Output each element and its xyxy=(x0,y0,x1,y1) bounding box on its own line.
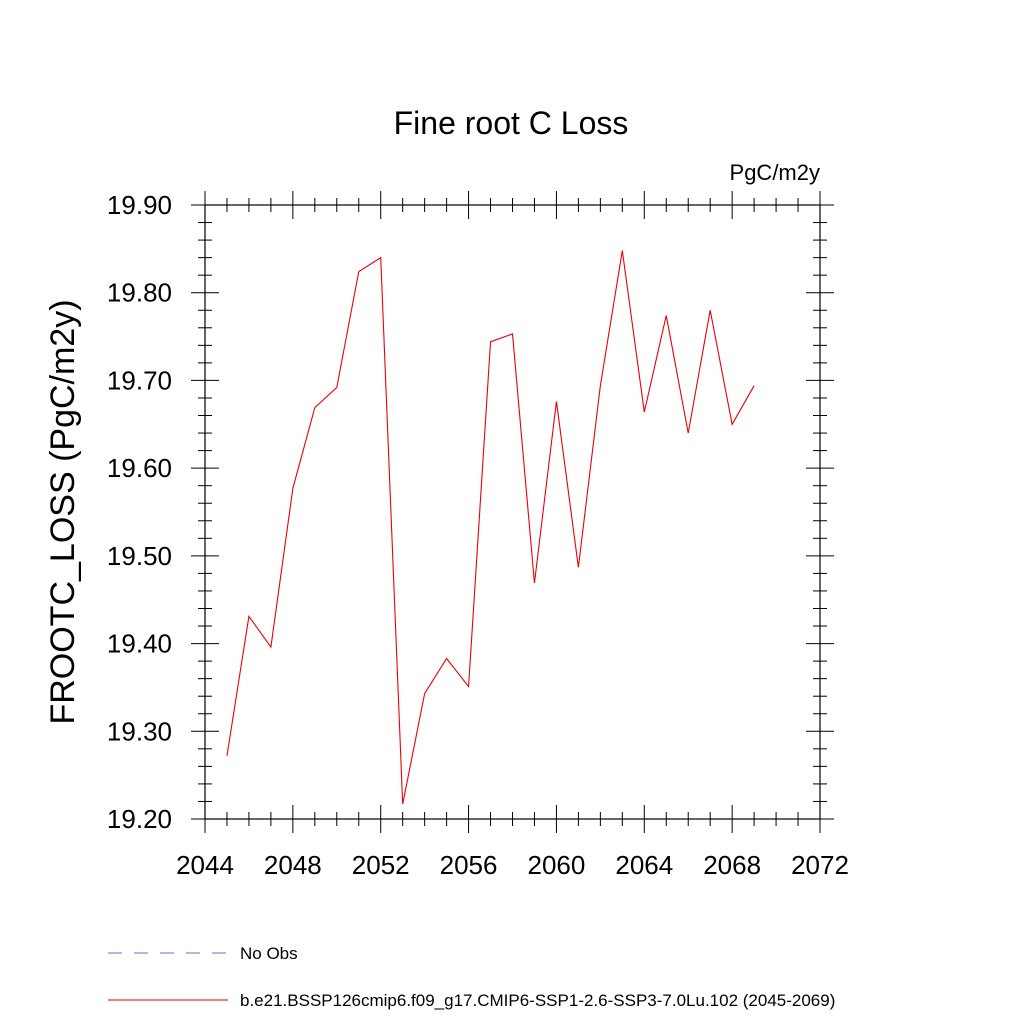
series-layer xyxy=(226,250,755,805)
legend-label-series: b.e21.BSSP126cmip6.f09_g17.CMIP6-SSP1-2.… xyxy=(240,991,835,1010)
legend: No Obs b.e21.BSSP126cmip6.f09_g17.CMIP6-… xyxy=(108,944,835,1010)
chart-title: Fine root C Loss xyxy=(394,105,629,141)
x-tick-label: 2056 xyxy=(440,850,498,880)
x-tick-label: 2072 xyxy=(791,850,849,880)
series-line xyxy=(226,250,755,805)
y-tick-label: 19.50 xyxy=(107,541,172,571)
y-tick-label: 19.30 xyxy=(107,716,172,746)
y-tick-label: 19.90 xyxy=(107,190,172,220)
y-tick-label: 19.60 xyxy=(107,453,172,483)
y-tick-label: 19.80 xyxy=(107,278,172,308)
x-tick-label: 2052 xyxy=(352,850,410,880)
plot-frame xyxy=(204,204,821,820)
legend-label-no-obs: No Obs xyxy=(240,944,298,963)
y-tick-label: 19.20 xyxy=(107,804,172,834)
y-tick-label: 19.40 xyxy=(107,629,172,659)
x-tick-label: 2044 xyxy=(176,850,234,880)
y-axis-ticks xyxy=(191,204,834,820)
y-tick-label: 19.70 xyxy=(107,365,172,395)
x-axis-ticks xyxy=(204,191,821,833)
units-label: PgC/m2y xyxy=(730,160,820,185)
x-tick-label: 2060 xyxy=(528,850,586,880)
x-tick-label: 2068 xyxy=(703,850,761,880)
y-axis-label: FROOTC_LOSS (PgC/m2y) xyxy=(44,299,82,724)
x-axis-tick-labels: 2044 2048 2052 2056 2060 2064 2068 2072 xyxy=(176,850,849,880)
x-tick-label: 2064 xyxy=(615,850,673,880)
y-axis-tick-labels: 19.20 19.30 19.40 19.50 19.60 19.70 19.80 19.90 xyxy=(107,190,172,834)
x-tick-label: 2048 xyxy=(264,850,322,880)
